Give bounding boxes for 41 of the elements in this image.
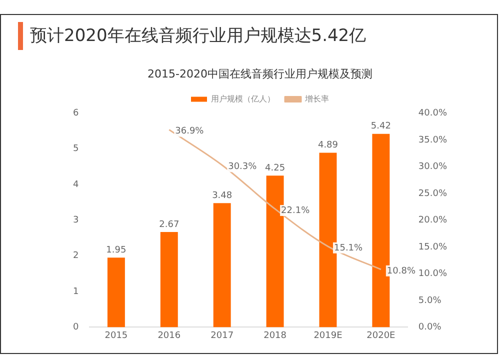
y2-tick-label: 20.0%: [418, 216, 448, 226]
y-tick-label: 3: [72, 216, 79, 226]
y-tick-label: 6: [72, 108, 79, 119]
bar: [160, 232, 178, 328]
bar: [319, 152, 337, 328]
chart-subtitle: 2015-2020中国在线音频行业用户规模及预测: [148, 67, 372, 80]
data-label: 4.25: [265, 163, 286, 174]
y2-tick-label: 15.0%: [418, 242, 448, 252]
x-tick-label: 2018: [264, 330, 287, 341]
y-tick-label: 5: [72, 144, 79, 154]
x-tick-label: 2016: [158, 330, 181, 341]
chart-title: 预计2020年在线音频行业用户规模达5.42亿: [30, 25, 366, 47]
bar: [107, 258, 125, 328]
data-label: 3.48: [212, 190, 232, 201]
y2-tick-label: 25.0%: [418, 188, 448, 199]
y2-tick-label: 0.0%: [418, 322, 442, 333]
data-label: 15.1%: [334, 243, 364, 254]
y2-tick-label: 10.0%: [418, 269, 448, 280]
y-tick-label: 0: [72, 322, 79, 333]
y-tick-label: 1: [72, 286, 79, 297]
bar: [213, 203, 231, 328]
y-tick-label: 2: [72, 251, 79, 262]
data-label: 1.95: [106, 245, 126, 256]
data-label: 2.67: [159, 220, 180, 230]
x-tick-label: 2019E: [314, 330, 343, 341]
data-label: 30.3%: [228, 162, 258, 172]
data-label: 22.1%: [281, 206, 310, 216]
data-label: 36.9%: [175, 126, 204, 137]
x-tick-label: 2020E: [366, 330, 396, 341]
x-tick-label: 2017: [210, 330, 234, 341]
y2-tick-label: 30.0%: [418, 162, 448, 172]
y2-tick-label: 35.0%: [418, 135, 448, 146]
data-label: 5.42: [370, 122, 391, 132]
y-tick-label: 4: [72, 180, 79, 190]
legend-label: 用户规模（亿人）: [211, 94, 275, 104]
y2-tick-label: 40.0%: [418, 108, 448, 119]
legend-label: 增长率: [304, 94, 329, 104]
data-label: 10.8%: [386, 266, 416, 276]
x-tick-label: 2015: [104, 330, 128, 341]
data-label: 4.89: [318, 140, 338, 151]
y2-tick-label: 5.0%: [418, 296, 442, 306]
